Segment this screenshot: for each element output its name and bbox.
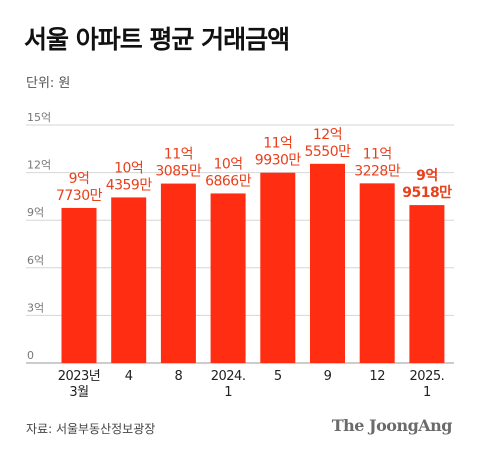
bar bbox=[61, 207, 97, 363]
data-label: 3228만 bbox=[354, 163, 401, 179]
y-tick-label: 6억 bbox=[27, 254, 44, 267]
y-tick-label: 15억 bbox=[27, 111, 51, 124]
y-tick-label: 0 bbox=[27, 349, 34, 362]
data-label: 9억 bbox=[416, 168, 438, 184]
brand-logo: The JoongAng bbox=[331, 416, 453, 435]
data-label: 10억 bbox=[114, 160, 143, 176]
data-label: 5550만 bbox=[304, 144, 351, 160]
data-label: 9930만 bbox=[255, 153, 302, 169]
x-tick-label: 2024. bbox=[211, 369, 246, 384]
bar bbox=[111, 197, 147, 363]
data-label: 6866만 bbox=[205, 173, 252, 189]
data-label: 10억 bbox=[213, 156, 242, 172]
unit-label: 단위: 원 bbox=[26, 76, 71, 91]
x-tick-label: 2023년 bbox=[58, 369, 101, 384]
data-label: 3085만 bbox=[155, 164, 202, 180]
x-tick-label: 8 bbox=[175, 369, 183, 384]
y-tick-label: 9억 bbox=[27, 206, 44, 219]
data-label: 11억 bbox=[164, 147, 193, 163]
bar bbox=[359, 183, 395, 363]
data-label: 11억 bbox=[363, 146, 392, 162]
y-tick-label: 12억 bbox=[27, 159, 51, 172]
data-label: 9518만 bbox=[402, 185, 452, 201]
data-label: 11억 bbox=[263, 136, 292, 152]
data-label: 7730만 bbox=[56, 188, 103, 204]
bars bbox=[61, 163, 445, 363]
chart-title: 서울 아파트 평균 거래금액 bbox=[24, 25, 290, 54]
x-tick-label: 9 bbox=[324, 369, 332, 384]
data-label: 12억 bbox=[313, 127, 342, 143]
bar bbox=[409, 205, 445, 363]
x-tick-label: 3월 bbox=[69, 385, 88, 400]
x-tick-label: 1 bbox=[423, 385, 431, 400]
x-tick-label: 12 bbox=[369, 369, 385, 384]
y-tick-label: 3억 bbox=[27, 301, 44, 314]
source-note: 자료: 서울부동산정보광장 bbox=[26, 422, 156, 436]
data-label: 4359만 bbox=[106, 177, 153, 193]
bar bbox=[210, 193, 246, 363]
x-tick-label: 5 bbox=[274, 369, 282, 384]
x-tick-label: 2025. bbox=[410, 369, 445, 384]
bar bbox=[260, 172, 296, 363]
bar bbox=[160, 183, 196, 363]
data-label: 9억 bbox=[69, 171, 90, 187]
x-tick-label: 1 bbox=[224, 385, 232, 400]
bar bbox=[310, 163, 345, 363]
x-tick-label: 4 bbox=[125, 369, 133, 384]
